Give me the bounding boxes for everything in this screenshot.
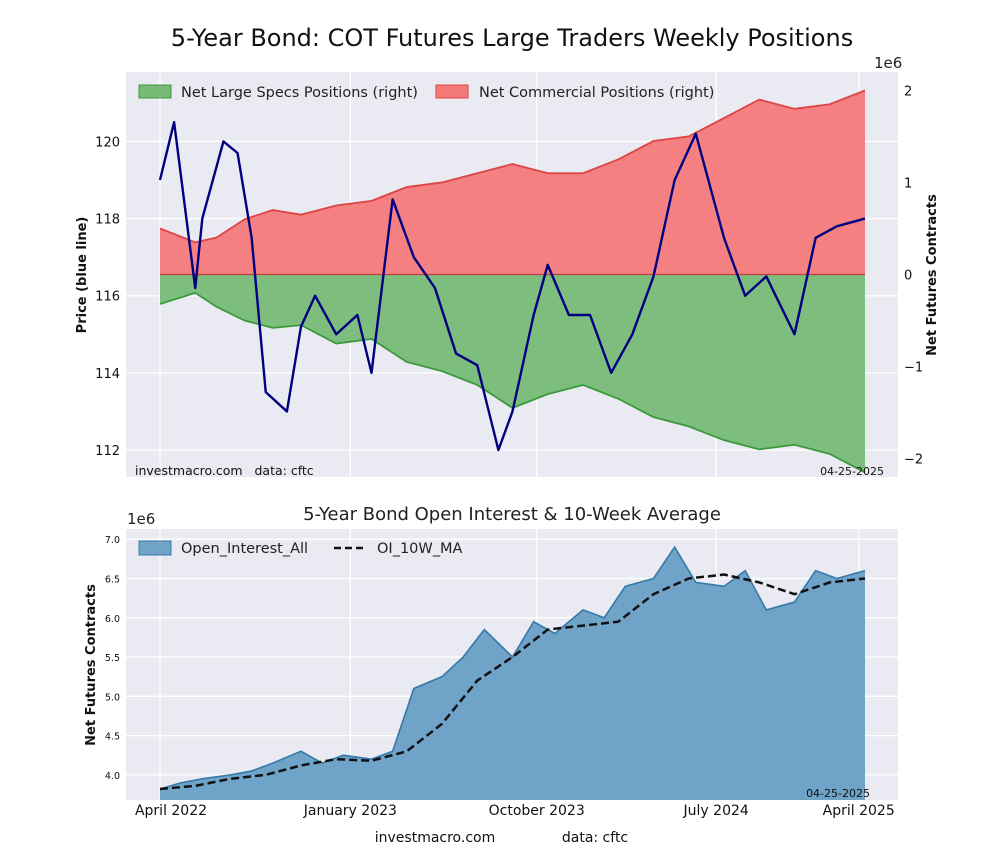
y-left-tick-4: 120 xyxy=(95,135,120,150)
bottom-y-tick-2: 5.0 xyxy=(105,692,120,703)
line-open-interest xyxy=(159,545,866,790)
area-open-interest xyxy=(160,547,865,800)
bottom-y-tick-4: 6.0 xyxy=(105,614,120,625)
line-commercial xyxy=(159,89,866,244)
bottom-chart: 5-Year Bond Open Interest & 10-Week Aver… xyxy=(84,504,898,819)
y-left-tick-0: 112 xyxy=(95,444,120,459)
y-right-tick-4: 2 xyxy=(904,84,912,99)
top-series xyxy=(158,89,866,474)
y-right-tick-1: −1 xyxy=(904,361,923,376)
top-y-left-label: Price (blue line) xyxy=(75,217,90,334)
legend-label-ma: OI_10W_MA xyxy=(377,541,462,557)
bottom-multiplier: 1e6 xyxy=(127,510,155,528)
top-legend: Net Large Specs Positions (right) Net Co… xyxy=(138,84,714,101)
legend-swatch-commercial xyxy=(435,84,469,99)
legend-swatch-large-specs xyxy=(138,84,172,99)
x-tick-label-4: April 2025 xyxy=(823,803,895,819)
line-oi-10w-ma xyxy=(159,573,866,791)
bottom-y-tick-5: 6.5 xyxy=(105,574,120,585)
area-large-specs xyxy=(160,274,865,473)
top-right-multiplier: 1e6 xyxy=(874,54,902,72)
legend-label-open-interest: Open_Interest_All xyxy=(181,541,308,557)
y-right-tick-3: 1 xyxy=(904,176,912,191)
top-watermark: investmacro.com data: cftc xyxy=(135,463,314,478)
bottom-axes: April 2022 January 2023 October 2023 July 2… xyxy=(105,535,895,819)
legend-label-large-specs: Net Large Specs Positions (right) xyxy=(181,85,418,101)
legend-swatch-open-interest xyxy=(138,540,172,556)
price-line xyxy=(158,120,866,452)
y-right-tick-2: 0 xyxy=(904,269,912,284)
figure-title: 5-Year Bond: COT Futures Large Traders W… xyxy=(171,24,853,52)
legend-label-commercial: Net Commercial Positions (right) xyxy=(479,85,714,101)
bottom-y-tick-3: 5.5 xyxy=(105,653,120,664)
bottom-title: 5-Year Bond Open Interest & 10-Week Aver… xyxy=(303,504,721,525)
bottom-legend: Open_Interest_All OI_10W_MA xyxy=(138,540,462,557)
x-tick-label-2: October 2023 xyxy=(489,803,585,819)
top-axes: 112 114 116 118 120 −2 −1 0 1 2 xyxy=(95,84,923,467)
bottom-y-tick-6: 7.0 xyxy=(105,535,120,546)
y-left-tick-2: 116 xyxy=(95,290,120,305)
footer-data: data: cftc xyxy=(562,830,628,846)
top-chart: 112 114 116 118 120 −2 −1 0 1 2 1e6 Price (blue l… xyxy=(75,54,940,478)
top-date-label: 04-25-2025 xyxy=(820,465,884,478)
bottom-y-label: Net Futures Contracts xyxy=(84,584,99,746)
y-right-tick-0: −2 xyxy=(904,453,923,468)
x-tick-label-3: July 2024 xyxy=(683,803,749,819)
footer-source: investmacro.com xyxy=(375,830,495,846)
y-left-tick-3: 118 xyxy=(95,213,120,228)
x-tick-label-0: April 2022 xyxy=(135,803,207,819)
bottom-y-tick-1: 4.5 xyxy=(105,732,120,743)
bottom-y-tick-0: 4.0 xyxy=(105,771,120,782)
bottom-series xyxy=(159,545,866,800)
x-tick-label-1: January 2023 xyxy=(303,803,397,819)
y-left-tick-1: 114 xyxy=(95,367,120,382)
top-y-right-label: Net Futures Contracts xyxy=(925,194,940,356)
bottom-date-label: 04-25-2025 xyxy=(806,787,870,800)
